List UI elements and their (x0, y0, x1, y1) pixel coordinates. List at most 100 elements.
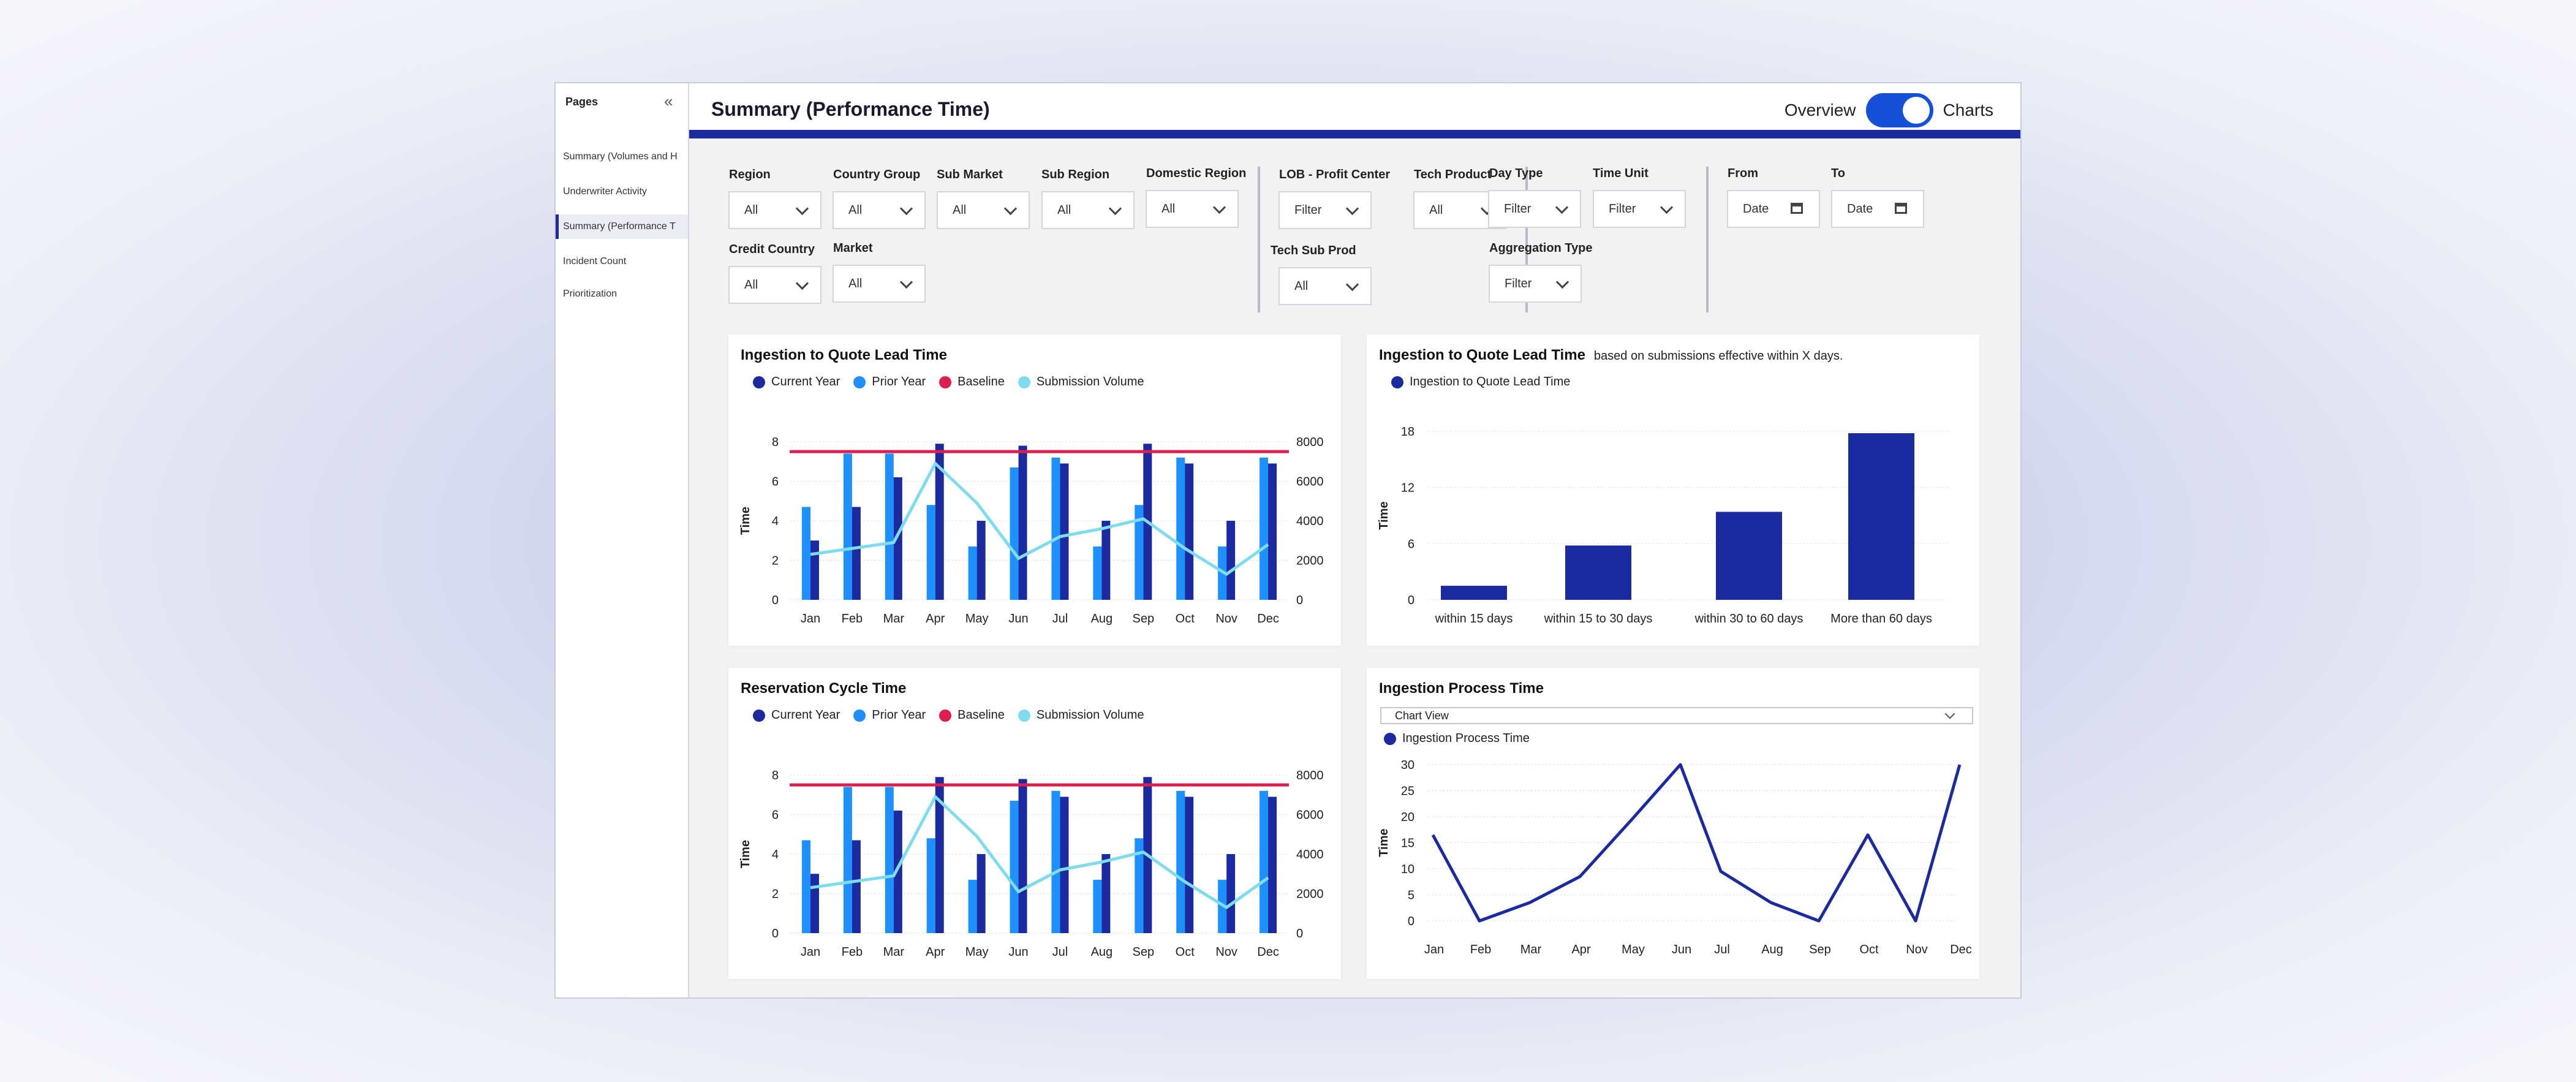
chevron-down-icon (899, 275, 913, 289)
y-tick-label: 25 (1401, 785, 1415, 798)
y-tick-label: 2 (772, 888, 779, 901)
ingestion-process-line-chart: 0 5 10 15 20 25 30 Time Jan Feb Mar Apr May Jun Jul Aug… (1377, 759, 1972, 956)
bar-current-year (1060, 796, 1069, 933)
pages-sidebar: Pages « Summary (Volumes and H Underwrit… (556, 83, 689, 997)
legend-item-submission-volume[interactable]: Submission Volume (1018, 708, 1144, 722)
chevron-down-icon (795, 276, 809, 290)
y-tick-label: 2 (772, 554, 779, 568)
credit-country-dropdown[interactable]: All (728, 266, 822, 304)
accent-bar (689, 130, 2020, 138)
x-tick-label: May (965, 945, 989, 959)
bar-current-year (810, 874, 819, 933)
tech-sub-prod-value: All (1294, 279, 1309, 293)
submission-volume-line (810, 794, 1269, 910)
from-date-picker[interactable]: Date (1727, 190, 1820, 228)
day-type-label: Day Type (1489, 167, 1543, 180)
bar-current-year (1101, 521, 1111, 600)
region-dropdown[interactable]: All (728, 191, 822, 229)
x-tick-label: within 15 days (1435, 612, 1513, 626)
x-tick-label: Sep (1132, 612, 1154, 626)
chart-view-value: Chart View (1395, 709, 1449, 722)
y-tick-label: 0 (1408, 594, 1415, 607)
domestic-region-dropdown[interactable]: All (1146, 190, 1239, 228)
x-tick-label: May (1622, 943, 1645, 956)
y-tick-label: 15 (1401, 837, 1415, 850)
y2-tick-label: 8000 (1296, 436, 1324, 449)
y-tick-label: 12 (1401, 482, 1415, 495)
day-type-value: Filter (1504, 202, 1532, 216)
ingestion-process-line (1431, 763, 1962, 923)
y-axis-title: Time (1377, 501, 1391, 529)
sidebar-item-incident-count[interactable]: Incident Count (563, 256, 627, 267)
x-tick-label: Mar (883, 945, 905, 959)
to-date-picker[interactable]: Date (1831, 190, 1924, 228)
y-axis-title: Time (739, 840, 752, 868)
card-lead-time: Ingestion to Quote Lead Time Current Yea… (728, 335, 1341, 646)
toggle-label-overview: Overview (1784, 100, 1856, 119)
y2-tick-label: 4000 (1296, 848, 1324, 861)
sidebar-item-summary-performance[interactable]: Summary (Performance T (556, 214, 688, 239)
legend-item-ingestion-process[interactable]: Ingestion Process Time (1384, 732, 1530, 746)
bar-current-year (893, 811, 902, 933)
sub-market-dropdown[interactable]: All (937, 191, 1030, 229)
sidebar-item-prioritization[interactable]: Prioritization (563, 289, 618, 299)
time-unit-dropdown[interactable]: Filter (1593, 190, 1686, 228)
bar-prior-year (1010, 467, 1019, 600)
market-dropdown[interactable]: All (833, 265, 926, 303)
legend-label: Submission Volume (1036, 375, 1144, 388)
day-type-dropdown[interactable]: Filter (1488, 190, 1581, 228)
legend-item-submission-volume[interactable]: Submission Volume (1018, 375, 1144, 389)
reservation-combo-chart: 0 2 4 6 8 0 2000 4000 6000 8000 Time Jan Feb Mar Apr Ma… (739, 769, 1324, 959)
sub-region-dropdown[interactable]: All (1041, 191, 1135, 229)
bar-current-year (852, 840, 861, 933)
bar-current-year (1185, 463, 1194, 600)
overview-charts-switch[interactable] (1865, 93, 1933, 127)
chart-legend: Current Year Prior Year Baseline Submiss… (753, 375, 1144, 389)
market-label: Market (833, 241, 873, 255)
double-chevron-left-icon[interactable]: « (664, 92, 673, 110)
y-tick-label: 4 (772, 848, 779, 861)
legend-item-baseline[interactable]: Baseline (939, 708, 1005, 722)
bar-current-year (1018, 779, 1027, 933)
aggregation-type-dropdown[interactable]: Filter (1489, 265, 1582, 303)
sidebar-item-summary-volumes[interactable]: Summary (Volumes and H (563, 151, 678, 162)
legend-item-prior-year[interactable]: Prior Year (853, 708, 926, 722)
x-tick-label: Jan (801, 945, 820, 959)
x-tick-label: Sep (1809, 943, 1831, 956)
bar-current-year (1060, 463, 1069, 600)
x-tick-label: Mar (883, 612, 905, 626)
country-group-dropdown[interactable]: All (833, 191, 926, 229)
credit-country-label: Credit Country (729, 243, 815, 256)
x-tick-label: within 30 to 60 days (1694, 612, 1804, 626)
legend-label: Prior Year (872, 708, 926, 722)
legend-item-baseline[interactable]: Baseline (939, 375, 1005, 389)
y-tick-label: 8 (772, 769, 779, 782)
legend-label: Current Year (771, 375, 840, 388)
legend-item-prior-year[interactable]: Prior Year (853, 375, 926, 389)
y-tick-label: 0 (772, 927, 779, 940)
y-tick-label: 20 (1401, 811, 1415, 824)
legend-dot (1384, 732, 1396, 745)
legend-item-current-year[interactable]: Current Year (753, 375, 840, 389)
to-value: Date (1847, 202, 1873, 216)
chart-view-dropdown[interactable]: Chart View (1380, 707, 1973, 724)
legend-label: Submission Volume (1036, 708, 1144, 722)
tech-sub-prod-dropdown[interactable]: All (1279, 267, 1372, 305)
chevron-down-icon (795, 202, 809, 216)
legend-item-current-year[interactable]: Current Year (753, 708, 840, 722)
x-tick-label: Jul (1052, 945, 1068, 959)
sidebar-item-underwriter-activity[interactable]: Underwriter Activity (563, 186, 647, 197)
bar-prior-year (1051, 790, 1060, 933)
x-tick-label: Feb (842, 945, 863, 959)
lob-dropdown[interactable]: Filter (1279, 191, 1372, 229)
card-title: Reservation Cycle Time (741, 680, 907, 697)
x-tick-label: Jun (1008, 612, 1028, 626)
from-label: From (1728, 167, 1758, 180)
chevron-down-icon (1003, 202, 1018, 216)
x-tick-label: Sep (1132, 945, 1154, 959)
x-tick-label: Apr (926, 945, 945, 959)
y2-tick-label: 4000 (1296, 515, 1324, 528)
legend-item-lead-time[interactable]: Ingestion to Quote Lead Time (1391, 375, 1570, 389)
bar-current-year (893, 477, 902, 600)
bar-prior-year (1176, 790, 1185, 933)
